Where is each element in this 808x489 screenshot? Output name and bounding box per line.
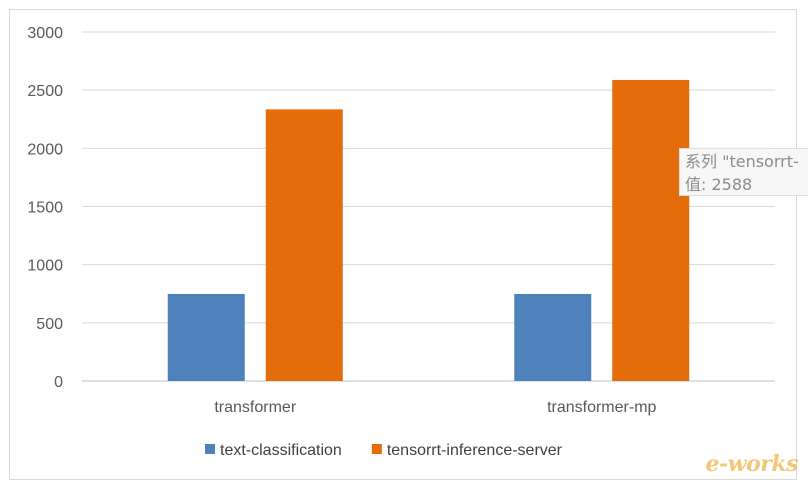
bar-text-classification-transformer[interactable] <box>167 293 245 381</box>
data-point-tooltip: 系列 "tensorrt- 值: 2588 <box>679 148 808 196</box>
x-tick-label: transformer <box>214 399 296 416</box>
bar-text-classification-transformer-mp[interactable] <box>514 293 592 381</box>
legend-swatch-tensorrt-inference-server <box>371 444 382 454</box>
legend-swatch-text-classification <box>205 444 215 454</box>
y-tick-label: 2000 <box>27 141 63 158</box>
y-tick-label: 500 <box>36 316 63 333</box>
tooltip-value-line: 值: 2588 <box>685 175 753 194</box>
y-tick-label: 1500 <box>27 200 63 217</box>
eworks-logo: e-works <box>705 451 799 477</box>
legend-label-tensorrt-inference-server: tensorrt-inference-server <box>387 442 563 459</box>
legend-label-text-classification: text-classification <box>220 442 342 459</box>
y-tick-label: 2500 <box>27 83 63 100</box>
y-axis-tick-labels: 0 500 1000 1500 2000 2500 3000 <box>27 25 63 391</box>
y-tick-label: 3000 <box>27 25 63 42</box>
tooltip-series-line: 系列 "tensorrt- <box>685 152 799 171</box>
bar-tensorrt-inference-server-transformer-mp[interactable] <box>612 79 690 382</box>
bar-tensorrt-inference-server-transformer[interactable] <box>265 109 343 381</box>
y-tick-label: 1000 <box>27 258 63 275</box>
bars <box>167 79 690 382</box>
x-tick-label: transformer-mp <box>547 399 656 416</box>
x-axis-tick-labels: transformer transformer-mp <box>214 399 656 416</box>
legend: text-classification tensorrt-inference-se… <box>205 442 563 459</box>
y-tick-label: 0 <box>54 374 63 391</box>
